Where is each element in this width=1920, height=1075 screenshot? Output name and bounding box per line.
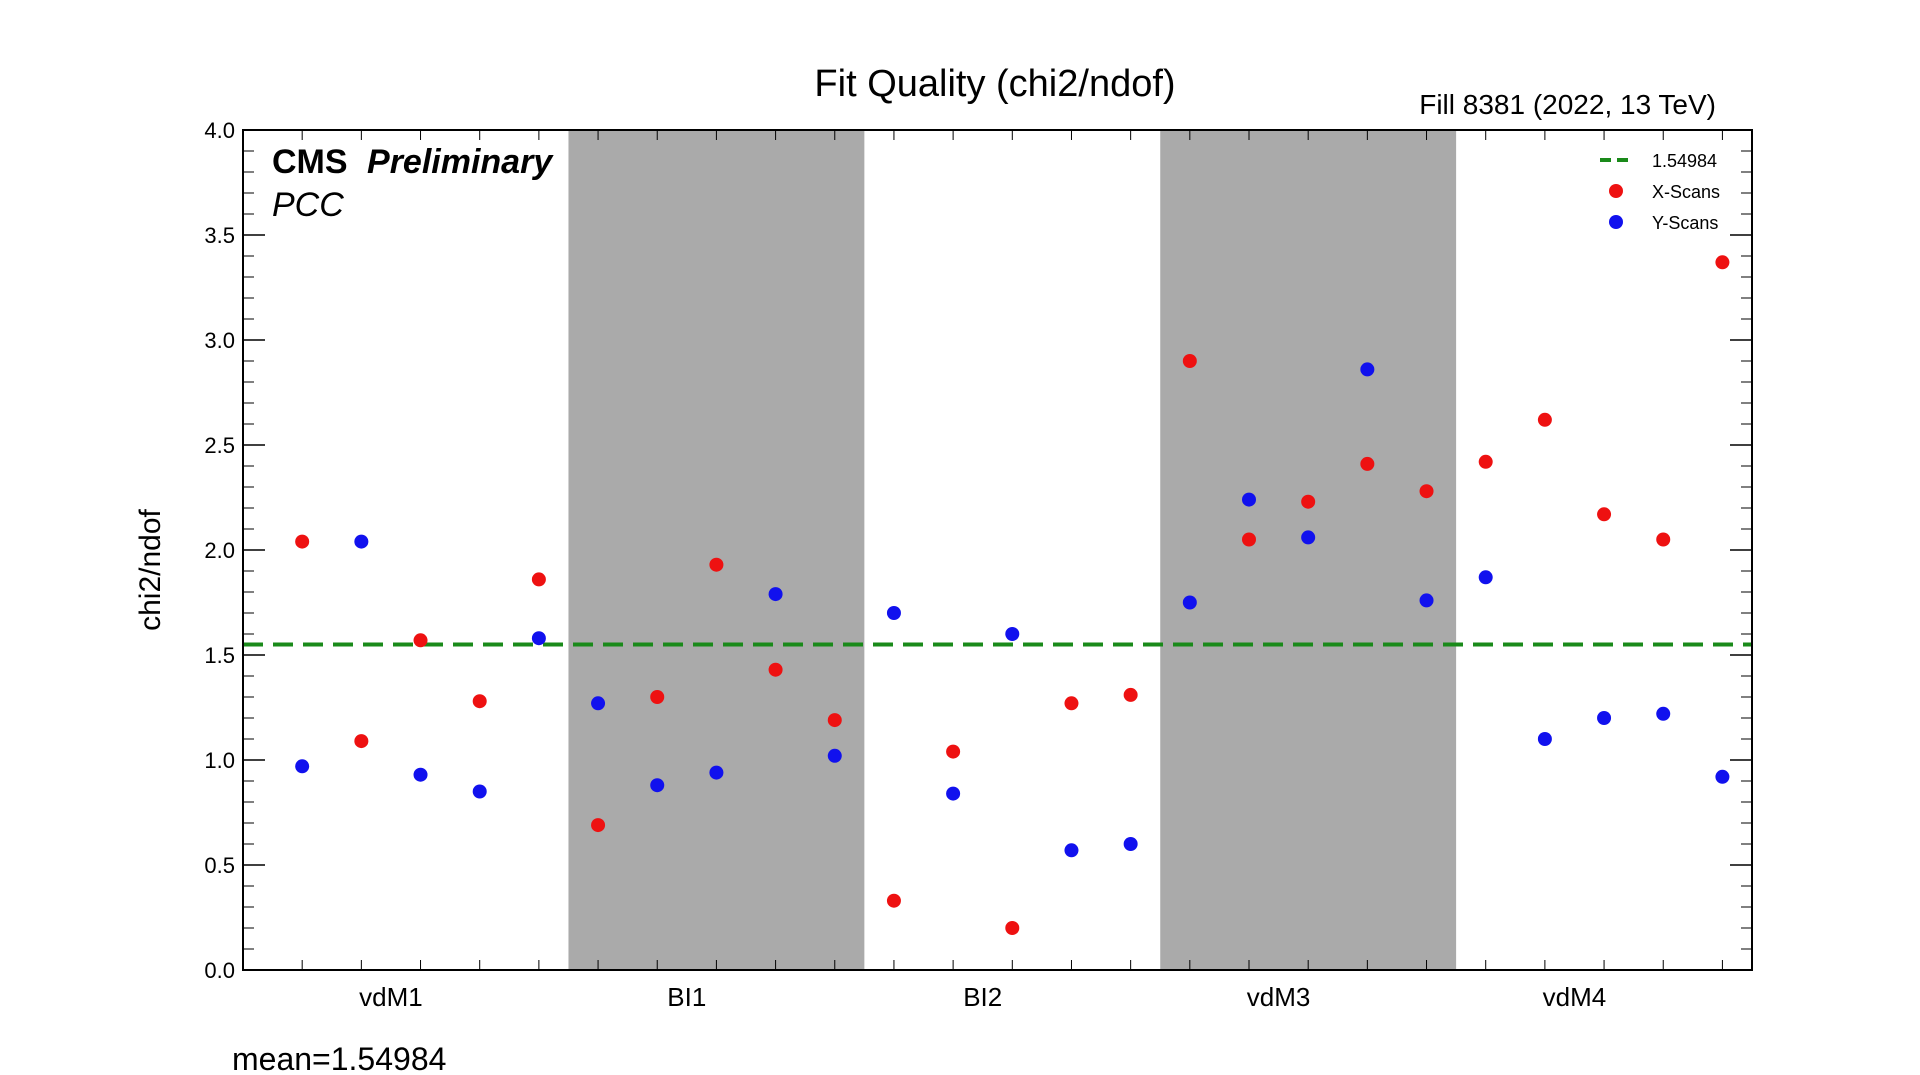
- point-x-scans: [472, 694, 487, 709]
- status-label: Preliminary: [367, 143, 554, 181]
- category-labels: vdM1 BI1 BI2 vdM3 vdM4: [359, 982, 1606, 1012]
- point-x-scans: [768, 662, 783, 677]
- legend-mean-label: 1.54984: [1652, 151, 1717, 171]
- experiment-name: CMS: [272, 143, 348, 181]
- point-y-scans: [1123, 837, 1138, 851]
- point-x-scans: [1360, 456, 1375, 471]
- y-tick-label: 2.5: [204, 433, 235, 458]
- point-x-scans: [1242, 532, 1256, 547]
- point-y-scans: [650, 778, 665, 793]
- y-tick-labels: 0.0 0.5 1.0 1.5 2.0 2.5 3.0 3.5 4.0: [204, 118, 235, 983]
- point-x-scans: [1005, 921, 1020, 935]
- point-x-scans: [295, 534, 310, 549]
- point-x-scans: [1419, 484, 1434, 499]
- point-y-scans: [1242, 492, 1256, 507]
- y-tick-label: 0.5: [204, 853, 235, 878]
- category-label-vdm1: vdM1: [359, 982, 423, 1012]
- y-tick-label: 1.0: [204, 748, 235, 773]
- y-tick-label: 3.0: [204, 328, 235, 353]
- y-axis-ticks: [243, 129, 1752, 971]
- point-x-scans: [1597, 507, 1612, 522]
- category-label-vdm3: vdM3: [1247, 982, 1311, 1012]
- detector-label: PCC: [272, 186, 344, 224]
- point-x-scans: [1123, 687, 1138, 702]
- point-x-scans: [413, 633, 428, 648]
- point-x-scans: [1064, 696, 1079, 711]
- point-x-scans: [1715, 255, 1730, 270]
- point-x-scans: [1478, 454, 1493, 469]
- point-y-scans: [1597, 711, 1612, 725]
- point-x-scans: [827, 713, 842, 728]
- category-label-vdm4: vdM4: [1543, 982, 1607, 1012]
- point-y-scans: [1537, 732, 1552, 746]
- point-x-scans: [709, 557, 724, 572]
- legend-swatch-y-scans: [1609, 215, 1623, 229]
- point-x-scans: [886, 893, 901, 908]
- chart-title: Fit Quality (chi2/ndof): [814, 63, 1175, 105]
- y-tick-label: 3.5: [204, 223, 235, 248]
- legend-swatch-x-scans: [1609, 184, 1623, 198]
- point-x-scans: [354, 734, 369, 749]
- point-y-scans: [1182, 595, 1197, 610]
- point-y-scans: [1656, 706, 1671, 721]
- point-y-scans: [946, 786, 961, 801]
- mean-text: mean=1.54984: [232, 1041, 446, 1075]
- point-y-scans: [1064, 843, 1079, 858]
- y-tick-label: 0.0: [204, 958, 235, 983]
- point-x-scans: [1656, 532, 1671, 547]
- point-y-scans: [768, 587, 783, 602]
- cms-label: CMS Preliminary: [272, 143, 554, 181]
- point-x-scans: [591, 818, 606, 833]
- point-y-scans: [1478, 570, 1493, 585]
- point-y-scans: [591, 696, 606, 711]
- point-y-scans: [886, 606, 901, 620]
- legend-label-x-scans: X-Scans: [1652, 182, 1720, 202]
- legend: 1.54984 X-Scans Y-Scans: [1600, 151, 1720, 233]
- point-y-scans: [531, 631, 546, 646]
- point-x-scans: [1301, 494, 1316, 509]
- category-label-bi1: BI1: [667, 982, 706, 1012]
- point-y-scans: [1301, 530, 1316, 545]
- point-y-scans: [1005, 627, 1020, 641]
- point-y-scans: [354, 534, 369, 549]
- legend-label-y-scans: Y-Scans: [1652, 213, 1718, 233]
- point-y-scans: [472, 784, 487, 799]
- category-label-bi2: BI2: [963, 982, 1002, 1012]
- y-tick-label: 1.5: [204, 643, 235, 668]
- data-points: [295, 255, 1730, 935]
- point-y-scans: [1360, 362, 1375, 377]
- point-y-scans: [1715, 769, 1730, 784]
- point-y-scans: [709, 765, 724, 780]
- point-y-scans: [1419, 593, 1434, 608]
- band-vdm3: [1160, 130, 1457, 970]
- band-bi1: [568, 130, 865, 970]
- point-x-scans: [1537, 412, 1552, 427]
- point-x-scans: [946, 744, 961, 759]
- point-x-scans: [531, 572, 546, 587]
- point-y-scans: [827, 748, 842, 763]
- y-tick-label: 4.0: [204, 118, 235, 143]
- plot-frame: [242, 129, 1753, 971]
- point-y-scans: [413, 767, 428, 782]
- point-x-scans: [1182, 354, 1197, 368]
- category-bands: [568, 130, 1457, 970]
- point-x-scans: [650, 690, 665, 704]
- y-tick-label: 2.0: [204, 538, 235, 563]
- point-y-scans: [295, 759, 310, 774]
- y-axis-label: chi2/ndof: [134, 508, 167, 630]
- fill-label: Fill 8381 (2022, 13 TeV): [1419, 89, 1716, 120]
